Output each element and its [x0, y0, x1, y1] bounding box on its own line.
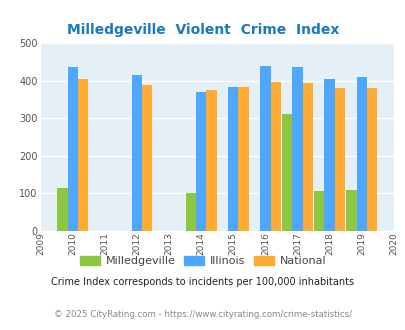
Bar — [366, 88, 376, 231]
Bar — [67, 67, 78, 231]
Bar — [196, 92, 206, 231]
Bar — [313, 191, 324, 231]
Bar — [302, 83, 312, 231]
Bar — [185, 193, 196, 231]
Text: Milledgeville  Violent  Crime  Index: Milledgeville Violent Crime Index — [67, 23, 338, 37]
Bar — [334, 88, 344, 231]
Bar — [345, 190, 356, 231]
Bar — [281, 115, 292, 231]
Legend: Milledgeville, Illinois, National: Milledgeville, Illinois, National — [75, 251, 330, 271]
Text: © 2025 CityRating.com - https://www.cityrating.com/crime-statistics/: © 2025 CityRating.com - https://www.city… — [54, 310, 351, 319]
Bar — [206, 90, 216, 231]
Bar — [356, 77, 366, 231]
Bar — [132, 75, 142, 231]
Bar — [57, 188, 67, 231]
Bar — [238, 87, 248, 231]
Bar — [78, 79, 88, 231]
Bar — [324, 79, 334, 231]
Bar — [142, 85, 152, 231]
Bar — [260, 66, 270, 231]
Text: Crime Index corresponds to incidents per 100,000 inhabitants: Crime Index corresponds to incidents per… — [51, 278, 354, 287]
Bar — [270, 82, 280, 231]
Bar — [228, 87, 238, 231]
Bar — [292, 67, 302, 231]
